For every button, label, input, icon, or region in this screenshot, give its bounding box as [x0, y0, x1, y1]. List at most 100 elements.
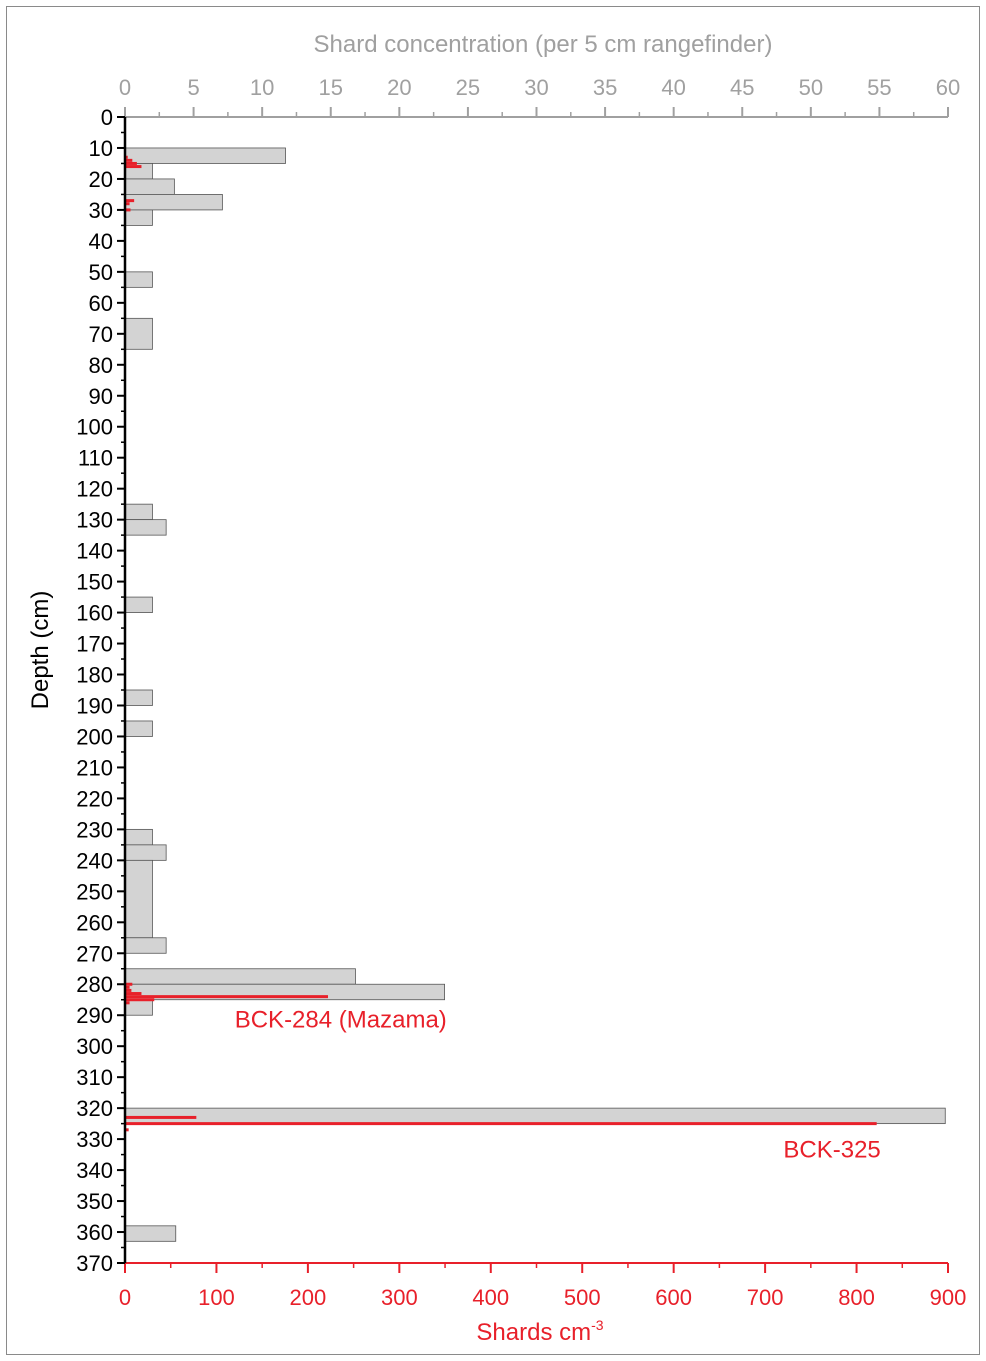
top-axis-tick-label: 25 [456, 75, 480, 100]
red-bar [125, 165, 142, 169]
y-axis-tick-label: 360 [76, 1220, 113, 1245]
gray-bar [124, 317, 153, 350]
bottom-axis-tick-label: 600 [655, 1285, 692, 1310]
y-axis-tick-label: 0 [101, 105, 113, 130]
gray-bar [124, 720, 153, 737]
y-axis-tick-label: 90 [89, 384, 113, 409]
bottom-axis-tick-label: 500 [564, 1285, 601, 1310]
red-bar [125, 158, 133, 162]
red-bar [125, 992, 142, 996]
bottom-axis-title-sup: -3 [591, 1317, 604, 1333]
y-axis-tick-label: 340 [76, 1158, 113, 1183]
y-axis-tick-label: 370 [76, 1251, 113, 1276]
red-bar [125, 161, 137, 165]
y-axis-tick-label: 200 [76, 724, 113, 749]
y-axis-tick-label: 350 [76, 1189, 113, 1214]
top-axis-tick-label: 20 [387, 75, 411, 100]
bottom-axis-title: Shards cm-3 [476, 1317, 603, 1346]
gray-bars-layer [124, 147, 946, 1242]
bottom-axis-tick-label: 300 [381, 1285, 418, 1310]
y-axis-tick-label: 220 [76, 786, 113, 811]
y-axis-tick-label: 320 [76, 1096, 113, 1121]
gray-bar [124, 147, 286, 164]
y-axis-tick-label: 190 [76, 693, 113, 718]
red-bar [125, 988, 132, 992]
y-axis-tick-label: 260 [76, 910, 113, 935]
y-axis-tick-label: 100 [76, 415, 113, 440]
y-axis-tick-label: 230 [76, 817, 113, 842]
y-axis-tick-label: 20 [89, 167, 113, 192]
top-axis-tick-label: 10 [250, 75, 274, 100]
y-axis-tick-label: 240 [76, 848, 113, 873]
gray-bar [124, 178, 175, 195]
y-axis-tick-label: 330 [76, 1127, 113, 1152]
bottom-axis-title-main: Shards cm [476, 1319, 591, 1346]
red-bars-layer [125, 155, 877, 1132]
red-bar [125, 998, 155, 1002]
gray-bar [124, 1225, 177, 1242]
y-axis-tick-label: 160 [76, 601, 113, 626]
gray-bar [124, 194, 223, 211]
bottom-axis-tick-label: 700 [747, 1285, 784, 1310]
gray-bar [124, 596, 153, 613]
top-axis-tick-label: 40 [661, 75, 685, 100]
y-axis-title: Depth (cm) [27, 591, 54, 710]
gray-bar [124, 519, 167, 536]
y-axis-tick-label: 80 [89, 353, 113, 378]
top-axis-tick-label: 60 [936, 75, 960, 100]
y-axis-tick-label: 280 [76, 972, 113, 997]
red-bar [125, 985, 130, 989]
gray-bar [124, 828, 153, 846]
annotation-label: BCK-325 [783, 1137, 880, 1164]
y-axis-tick-label: 10 [89, 136, 113, 161]
gray-bar [124, 1107, 946, 1125]
y-axis-tick-label: 50 [89, 260, 113, 285]
y-axis-tick-label: 170 [76, 632, 113, 657]
red-bar [125, 208, 131, 212]
top-axis-tick-label: 55 [867, 75, 891, 100]
red-bar [125, 1115, 197, 1119]
y-axis-tick-label: 290 [76, 1003, 113, 1028]
gray-bar [124, 503, 153, 521]
gray-bar [124, 689, 153, 706]
y-axis-tick-label: 250 [76, 879, 113, 904]
red-bar [125, 1128, 129, 1132]
bottom-axis-tick-label: 400 [472, 1285, 509, 1310]
y-axis-tick-label: 40 [89, 229, 113, 254]
top-axis-tick-label: 45 [730, 75, 754, 100]
red-bar [125, 1001, 130, 1005]
y-axis-tick-label: 140 [76, 539, 113, 564]
top-axis-title: Shard concentration (per 5 cm rangefinde… [314, 31, 773, 58]
bottom-axis-tick-label: 800 [838, 1285, 875, 1310]
bottom-axis-tick-label: 0 [119, 1285, 131, 1310]
top-axis-tick-label: 15 [319, 75, 343, 100]
gray-bar [124, 271, 153, 288]
red-bar [125, 202, 130, 206]
red-bar [125, 982, 133, 986]
red-bar [125, 995, 329, 999]
top-axis-tick-label: 35 [593, 75, 617, 100]
y-axis-tick-label: 110 [78, 446, 113, 471]
gray-bar [124, 844, 167, 861]
y-axis-tick-label: 150 [76, 570, 113, 595]
y-axis-tick-label: 300 [76, 1034, 113, 1059]
gray-bar [124, 859, 153, 939]
axes-layer: 0 5 10 15 20 25 30 35 40 45 50 55 600 100 200 300 400 500… [76, 75, 966, 1310]
gray-bar [124, 209, 153, 226]
bottom-axis-tick-label: 200 [290, 1285, 327, 1310]
gray-bar [124, 968, 356, 985]
y-axis-tick-label: 30 [89, 198, 113, 223]
y-axis-tick-label: 60 [89, 291, 113, 316]
y-axis-tick-label: 210 [76, 755, 113, 780]
y-axis-tick-label: 270 [76, 941, 113, 966]
top-axis-tick-label: 0 [119, 75, 131, 100]
bottom-axis-tick-label: 100 [198, 1285, 235, 1310]
y-axis-tick-label: 130 [76, 508, 113, 533]
top-axis-tick-label: 30 [524, 75, 548, 100]
annotation-label: BCK-284 (Mazama) [235, 1007, 447, 1034]
bottom-axis-tick-label: 900 [930, 1285, 967, 1310]
top-axis-tick-label: 5 [187, 75, 199, 100]
red-bar [125, 1122, 877, 1126]
red-bar [125, 155, 128, 159]
